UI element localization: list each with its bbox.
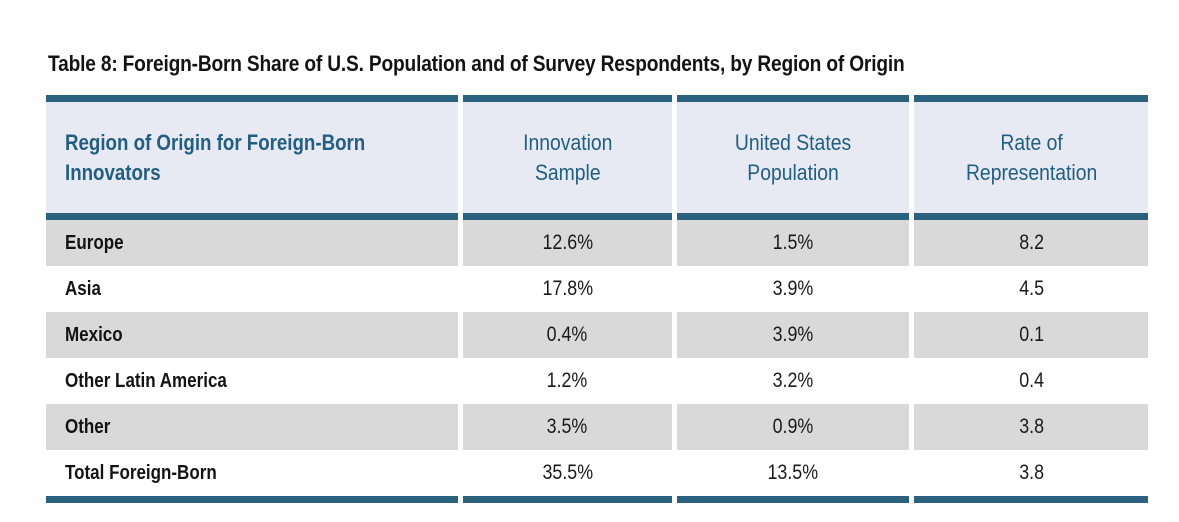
border-segment <box>463 496 672 503</box>
table-header-row: Region of Origin for Foreign-Born Innova… <box>46 102 1148 213</box>
header-line: Rate of <box>999 129 1063 155</box>
value: 13.5% <box>767 461 819 484</box>
innovation-sample-cell: 12.6% <box>463 220 672 266</box>
rate-cell: 0.4 <box>914 358 1148 404</box>
table-row: Asia 17.8% 3.9% 4.5 <box>46 266 1148 312</box>
rate-cell: 0.1 <box>914 312 1148 358</box>
value: 3.9% <box>772 323 814 346</box>
innovation-sample-cell: 17.8% <box>463 266 672 312</box>
table-top-border <box>46 95 1148 102</box>
region-cell: Asia <box>46 266 459 312</box>
value: 8.2 <box>1018 231 1044 254</box>
border-segment <box>914 95 1148 102</box>
us-population-cell: 1.5% <box>676 220 910 266</box>
region-label: Other <box>65 415 111 438</box>
value: 3.2% <box>772 369 814 392</box>
rate-cell: 3.8 <box>914 450 1148 496</box>
table-row: Other 3.5% 0.9% 3.8 <box>46 404 1148 450</box>
region-cell: Other Latin America <box>46 358 459 404</box>
border-segment <box>463 213 672 220</box>
border-segment <box>676 95 910 102</box>
border-segment <box>914 213 1148 220</box>
region-cell: Europe <box>46 220 459 266</box>
value: 12.6% <box>542 231 593 254</box>
rate-cell: 4.5 <box>914 266 1148 312</box>
header-label: United States Population <box>735 128 851 188</box>
header-line: Innovators <box>65 159 161 185</box>
region-label: Mexico <box>65 323 123 346</box>
region-cell: Other <box>46 404 459 450</box>
region-cell: Total Foreign-Born <box>46 450 459 496</box>
innovation-sample-cell: 35.5% <box>463 450 672 496</box>
value: 3.5% <box>547 415 588 438</box>
table-bottom-border <box>46 496 1148 503</box>
header-line: Population <box>747 159 839 185</box>
header-bottom-border <box>46 213 1148 220</box>
value: 17.8% <box>542 277 593 300</box>
innovation-sample-cell: 0.4% <box>463 312 672 358</box>
header-label: Rate of Representation <box>966 128 1097 188</box>
border-segment <box>676 213 910 220</box>
value: 3.8 <box>1018 415 1044 438</box>
innovation-sample-cell: 3.5% <box>463 404 672 450</box>
header-cell-region: Region of Origin for Foreign-Born Innova… <box>46 102 459 213</box>
table-title: Table 8: Foreign-Born Share of U.S. Popu… <box>48 51 905 76</box>
header-cell-rate-of-representation: Rate of Representation <box>914 102 1148 213</box>
value: 0.4 <box>1018 369 1044 392</box>
border-segment <box>676 496 910 503</box>
region-label: Total Foreign-Born <box>65 461 217 484</box>
value: 0.9% <box>772 415 814 438</box>
value: 0.4% <box>547 323 588 346</box>
header-line: Region of Origin for Foreign-Born <box>65 129 366 155</box>
value: 3.9% <box>772 277 814 300</box>
value: 0.1 <box>1018 323 1044 346</box>
border-segment <box>46 496 459 503</box>
innovation-sample-cell: 1.2% <box>463 358 672 404</box>
us-population-cell: 13.5% <box>676 450 910 496</box>
value: 1.2% <box>547 369 588 392</box>
us-population-cell: 3.9% <box>676 266 910 312</box>
header-label: Innovation Sample <box>523 128 612 188</box>
border-segment <box>46 213 459 220</box>
table-row-total: Total Foreign-Born 35.5% 13.5% 3.8 <box>46 450 1148 496</box>
data-table: Region of Origin for Foreign-Born Innova… <box>46 95 1148 503</box>
rate-cell: 3.8 <box>914 404 1148 450</box>
us-population-cell: 3.2% <box>676 358 910 404</box>
header-cell-us-population: United States Population <box>676 102 910 213</box>
us-population-cell: 3.9% <box>676 312 910 358</box>
table-row: Mexico 0.4% 3.9% 0.1 <box>46 312 1148 358</box>
region-cell: Mexico <box>46 312 459 358</box>
header-line: Sample <box>534 159 601 185</box>
border-segment <box>463 95 672 102</box>
value: 3.8 <box>1018 461 1044 484</box>
region-label: Other Latin America <box>65 369 227 392</box>
header-cell-innovation-sample: Innovation Sample <box>463 102 672 213</box>
header-line: United States <box>734 129 852 155</box>
region-label: Europe <box>65 231 124 254</box>
value: 4.5 <box>1018 277 1044 300</box>
border-segment <box>46 95 459 102</box>
table-row: Other Latin America 1.2% 3.2% 0.4 <box>46 358 1148 404</box>
table-row: Europe 12.6% 1.5% 8.2 <box>46 220 1148 266</box>
header-line: Representation <box>965 159 1097 185</box>
header-line: Innovation <box>522 129 613 155</box>
region-label: Asia <box>65 277 101 300</box>
us-population-cell: 0.9% <box>676 404 910 450</box>
border-segment <box>914 496 1148 503</box>
rate-cell: 8.2 <box>914 220 1148 266</box>
header-label: Region of Origin for Foreign-Born Innova… <box>65 128 365 188</box>
value: 35.5% <box>542 461 593 484</box>
value: 1.5% <box>772 231 814 254</box>
